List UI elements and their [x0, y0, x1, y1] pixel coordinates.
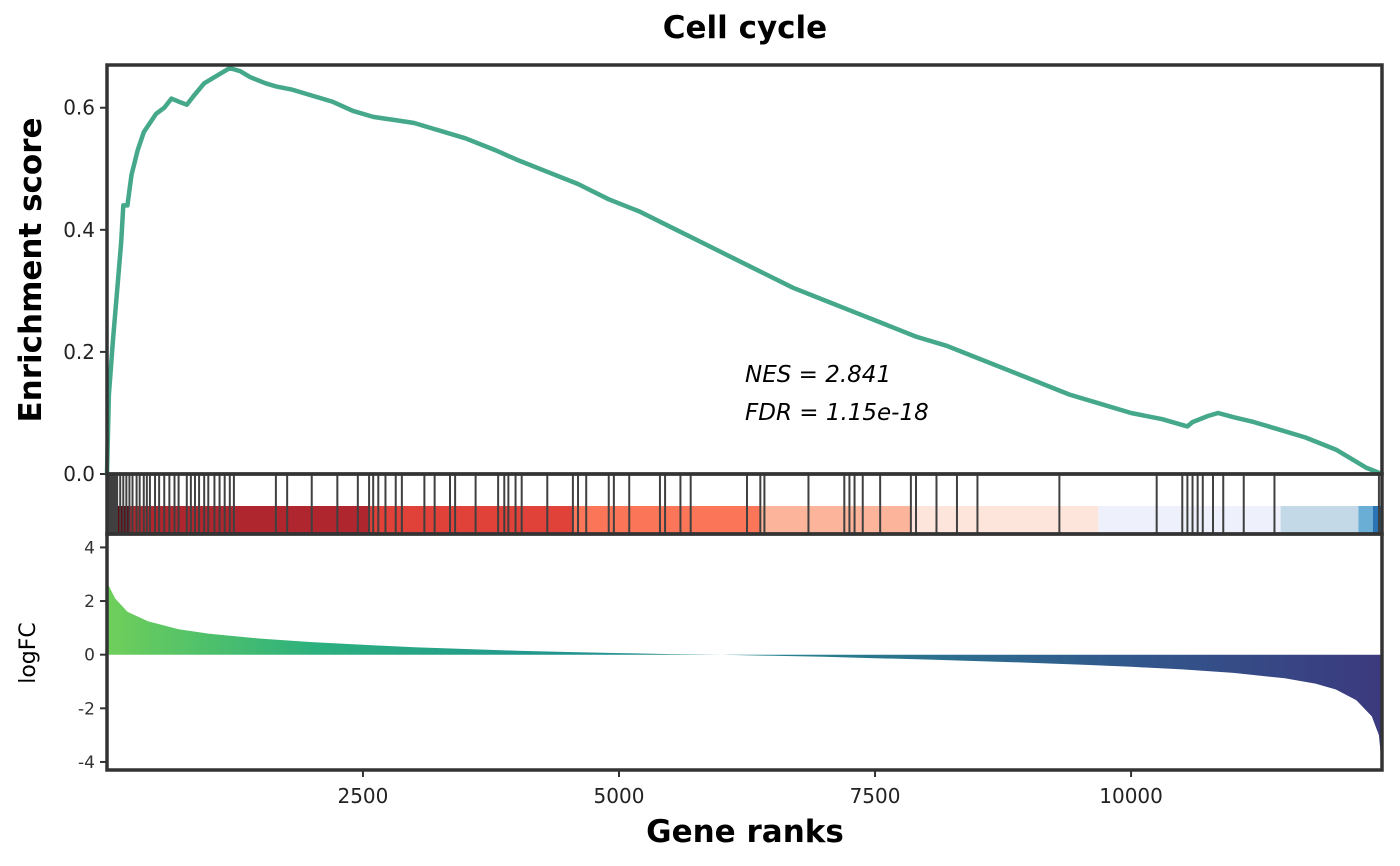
- rank-color-bin: [910, 506, 1099, 534]
- rank-color-bin: [1280, 506, 1359, 534]
- enrichment-y-tick-label: 0.0: [63, 462, 95, 486]
- logfc-panel: -4 -2 0 2 4 logFC: [16, 532, 1384, 773]
- logfc-y-tick-label: 2: [84, 592, 95, 612]
- x-axis-label: Gene ranks: [646, 814, 844, 850]
- rank-color-bin: [1358, 506, 1373, 534]
- enrichment-curve: [104, 65, 1383, 477]
- enrichment-y-tick-label: 0.4: [63, 218, 95, 242]
- rank-color-bin: [1372, 506, 1382, 534]
- logfc-area: [107, 582, 1382, 768]
- enrichment-y-tick-label: 0.2: [63, 340, 95, 364]
- enrichment-panel: 0.00.20.40.6 NES = 2.841 FDR = 1.15e-18 …: [13, 63, 1384, 486]
- x-axis: 2500 5000 7500 10000: [337, 770, 1163, 808]
- fdr-annotation: FDR = 1.15e-18: [745, 400, 929, 426]
- x-tick-label: 5000: [594, 784, 645, 808]
- x-tick-label: 7500: [850, 784, 901, 808]
- logfc-y-tick-label: 4: [84, 538, 95, 558]
- logfc-y-tick-label: 0: [84, 646, 95, 666]
- hit-strip: [105, 472, 1384, 536]
- rank-color-bin: [129, 506, 370, 534]
- logfc-frame: [105, 532, 1384, 772]
- logfc-y-tick-label: -2: [78, 699, 95, 719]
- x-tick-label: 10000: [1099, 784, 1163, 808]
- rank-color-bin: [369, 506, 574, 534]
- enrichment-y-label: Enrichment score: [13, 117, 49, 422]
- nes-annotation: NES = 2.841: [745, 362, 891, 388]
- logfc-y-label: logFC: [16, 622, 41, 684]
- logfc-y-tick-label: -4: [78, 753, 95, 773]
- x-tick-label: 2500: [337, 784, 388, 808]
- rank-color-bin: [573, 506, 761, 534]
- rank-color-bin: [760, 506, 911, 534]
- rank-color-bin: [1098, 506, 1281, 534]
- chart-title: Cell cycle: [663, 10, 827, 46]
- enrichment-y-tick-label: 0.6: [63, 96, 95, 120]
